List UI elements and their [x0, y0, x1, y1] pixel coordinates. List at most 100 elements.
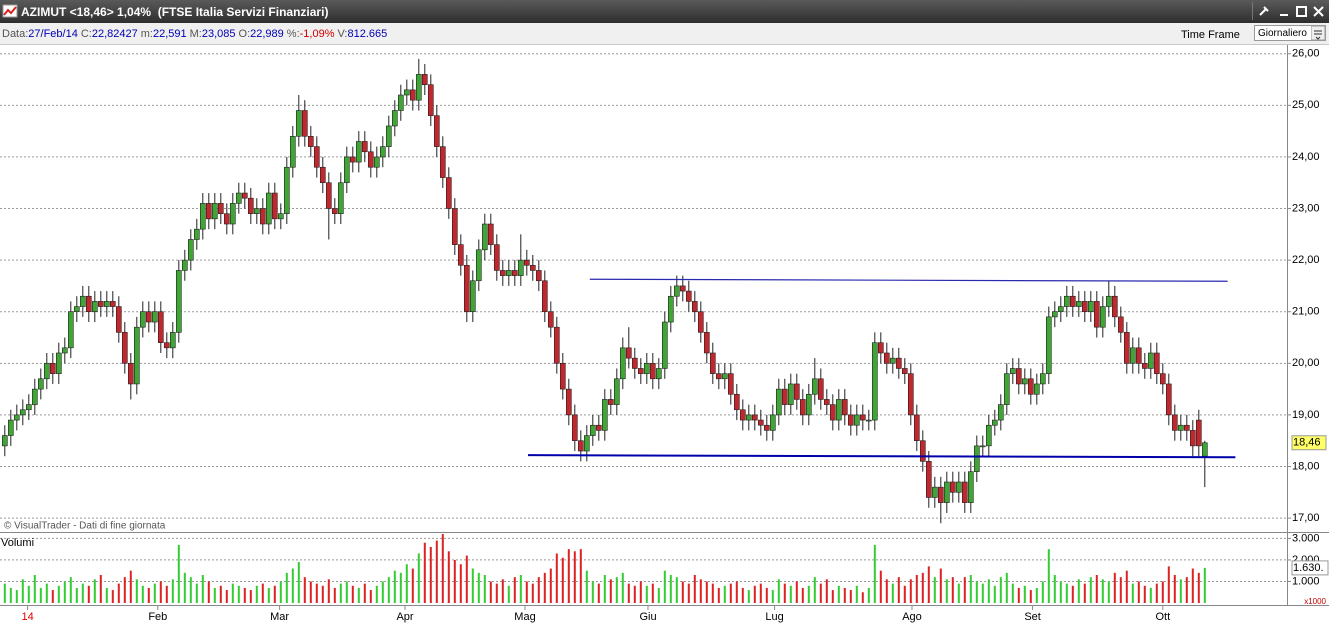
volume-bar: [321, 585, 324, 603]
candle-body: [991, 419, 998, 426]
info-label: %:: [286, 28, 300, 40]
maximize-button[interactable]: [1296, 6, 1307, 17]
info-item: M:23,085: [190, 28, 239, 40]
volume-bar: [693, 575, 696, 603]
time-frame-value: Giornaliero: [1258, 28, 1307, 39]
candle-body: [775, 388, 782, 416]
volume-bar: [1119, 577, 1122, 603]
volume-bar: [597, 583, 600, 603]
x-tick-label: Set: [1024, 611, 1041, 623]
volume-bar: [33, 575, 36, 603]
candle-body: [739, 409, 746, 421]
volume-bar: [339, 583, 342, 603]
candle-body: [547, 311, 554, 328]
candle-body: [493, 244, 500, 271]
candle-body: [176, 270, 182, 333]
candle-body: [475, 249, 482, 282]
volume-bar: [969, 575, 972, 603]
volume-bar: [909, 579, 912, 603]
candle-body: [679, 285, 686, 292]
volume-bar: [663, 570, 666, 603]
candle-body: [361, 141, 368, 153]
candle-body: [859, 414, 866, 421]
candle-body: [313, 146, 320, 168]
candle-body: [535, 270, 542, 282]
candle-body: [385, 125, 392, 147]
candle-body: [721, 373, 728, 380]
candle-body: [1021, 378, 1028, 385]
volume-bar: [1137, 581, 1140, 603]
volume-bar: [813, 577, 816, 603]
volume-bar: [543, 572, 546, 603]
candle-body: [643, 363, 650, 374]
chart: 17,00 18,00 19,00 20,00 21,00 22,00 23,00 24,00…: [0, 45, 1329, 623]
candle-body: [835, 399, 842, 421]
volume-bar: [1185, 577, 1188, 603]
volume-bar: [123, 577, 126, 603]
candle-body: [517, 259, 524, 276]
info-label: C:: [80, 28, 92, 40]
candle-body: [31, 388, 38, 405]
minimize-button[interactable]: [1280, 14, 1288, 16]
candle-body: [817, 378, 824, 400]
volume-bar: [675, 577, 678, 603]
volume-bar: [789, 585, 792, 603]
last-price-label: 18,46: [1293, 437, 1321, 449]
volume-bar: [783, 583, 786, 603]
plot-background: [0, 45, 1287, 532]
candle-body: [19, 409, 26, 416]
candle-body: [1009, 368, 1016, 374]
candle-body: [427, 84, 434, 116]
candle-body: [847, 414, 854, 426]
candle-body: [301, 110, 308, 137]
candle-body: [595, 424, 602, 431]
volume-bar: [255, 585, 258, 603]
last-price-tag: [1291, 435, 1327, 451]
volume-bar: [303, 577, 306, 603]
info-label: V:: [337, 28, 348, 40]
volume-bar: [639, 581, 642, 603]
volume-bar: [351, 585, 354, 603]
candle-body: [8, 419, 14, 436]
quote-info: Data:27/Feb/14 C:22,82427 m:22,591 M:23,085…: [2, 28, 390, 40]
volume-bar: [1113, 572, 1116, 603]
candle-body: [200, 203, 206, 230]
last-volume-tag: [1291, 560, 1329, 576]
volume-bar: [153, 583, 156, 603]
close-button[interactable]: [1313, 6, 1324, 17]
candle-body: [523, 259, 530, 266]
candle-body: [955, 481, 962, 493]
candle-body: [697, 311, 704, 333]
candle-body: [391, 110, 398, 127]
volume-bar: [591, 581, 594, 603]
candle-body: [98, 301, 104, 307]
volume-bar: [117, 583, 120, 603]
volume-bar: [579, 549, 582, 603]
volume-bar: [963, 577, 966, 603]
candle-body: [1148, 352, 1154, 369]
volume-bar: [819, 583, 822, 603]
tools-button[interactable]: [1259, 6, 1269, 16]
candle-body: [1118, 316, 1124, 333]
candle-body: [631, 357, 638, 369]
volume-bar: [243, 587, 246, 603]
volume-bar: [549, 568, 552, 603]
volume-bar: [951, 577, 954, 603]
volume-bar: [1035, 587, 1038, 603]
volume-bar: [975, 581, 978, 603]
volume-bar: [387, 577, 390, 603]
candle-body: [949, 481, 956, 493]
candle-body: [601, 399, 608, 431]
info-value: 27/Feb/14: [28, 28, 78, 40]
y-tick-label: 19,00: [1292, 409, 1320, 421]
volume-bar: [177, 544, 180, 603]
time-frame-select[interactable]: Giornaliero: [1254, 25, 1326, 41]
candle-body: [373, 156, 380, 168]
candle-body: [289, 135, 296, 168]
candle-body: [49, 363, 56, 374]
candle-body: [811, 378, 818, 395]
volume-bar: [993, 585, 996, 603]
candle-body: [1028, 378, 1034, 395]
time-frame-label: Time Frame: [1181, 29, 1240, 41]
volume-bar: [657, 587, 660, 603]
